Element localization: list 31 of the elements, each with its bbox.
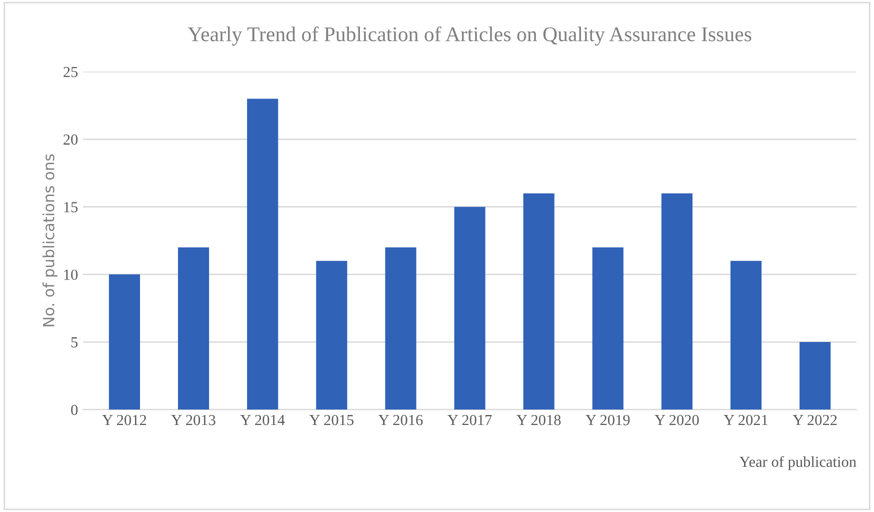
x-tick-label: Y 2013 xyxy=(171,414,216,426)
chart-title: Yearly Trend of Publication of Articles on Quality Assurance Issues xyxy=(188,26,752,46)
bar xyxy=(108,274,140,410)
bar xyxy=(385,247,416,410)
x-tick-label: Y 2019 xyxy=(586,414,630,426)
x-tick-label: Y 2015 xyxy=(309,414,354,426)
x-tick-label: Y 2018 xyxy=(516,414,561,426)
y-tick-label: 20 xyxy=(64,134,78,145)
bar xyxy=(523,193,554,410)
x-tick-label: Y 2016 xyxy=(378,414,423,426)
y-tick-label: 25 xyxy=(64,66,78,78)
bar xyxy=(661,193,692,410)
x-tick-label: Y 2014 xyxy=(240,414,285,426)
bar xyxy=(730,260,762,410)
x-tick-label: Y 2022 xyxy=(792,414,837,426)
bar xyxy=(247,98,278,410)
y-tick-label: 15 xyxy=(64,202,78,212)
bar xyxy=(316,260,348,410)
y-tick-label: 0 xyxy=(71,404,78,416)
x-tick-label: Y 2021 xyxy=(724,414,768,426)
bar xyxy=(800,342,831,410)
x-tick-label: Y 2017 xyxy=(448,414,492,426)
bar xyxy=(178,247,210,410)
y-tick-label: 10 xyxy=(64,270,78,280)
bar xyxy=(592,247,624,410)
x-axis-title: Year of publication xyxy=(739,456,856,470)
y-axis-title: No. of publications ons xyxy=(42,154,58,326)
x-tick-label: Y 2012 xyxy=(102,414,146,426)
y-tick-label: 5 xyxy=(71,337,78,348)
x-tick-label: Y 2020 xyxy=(654,414,699,426)
bar xyxy=(454,206,486,410)
